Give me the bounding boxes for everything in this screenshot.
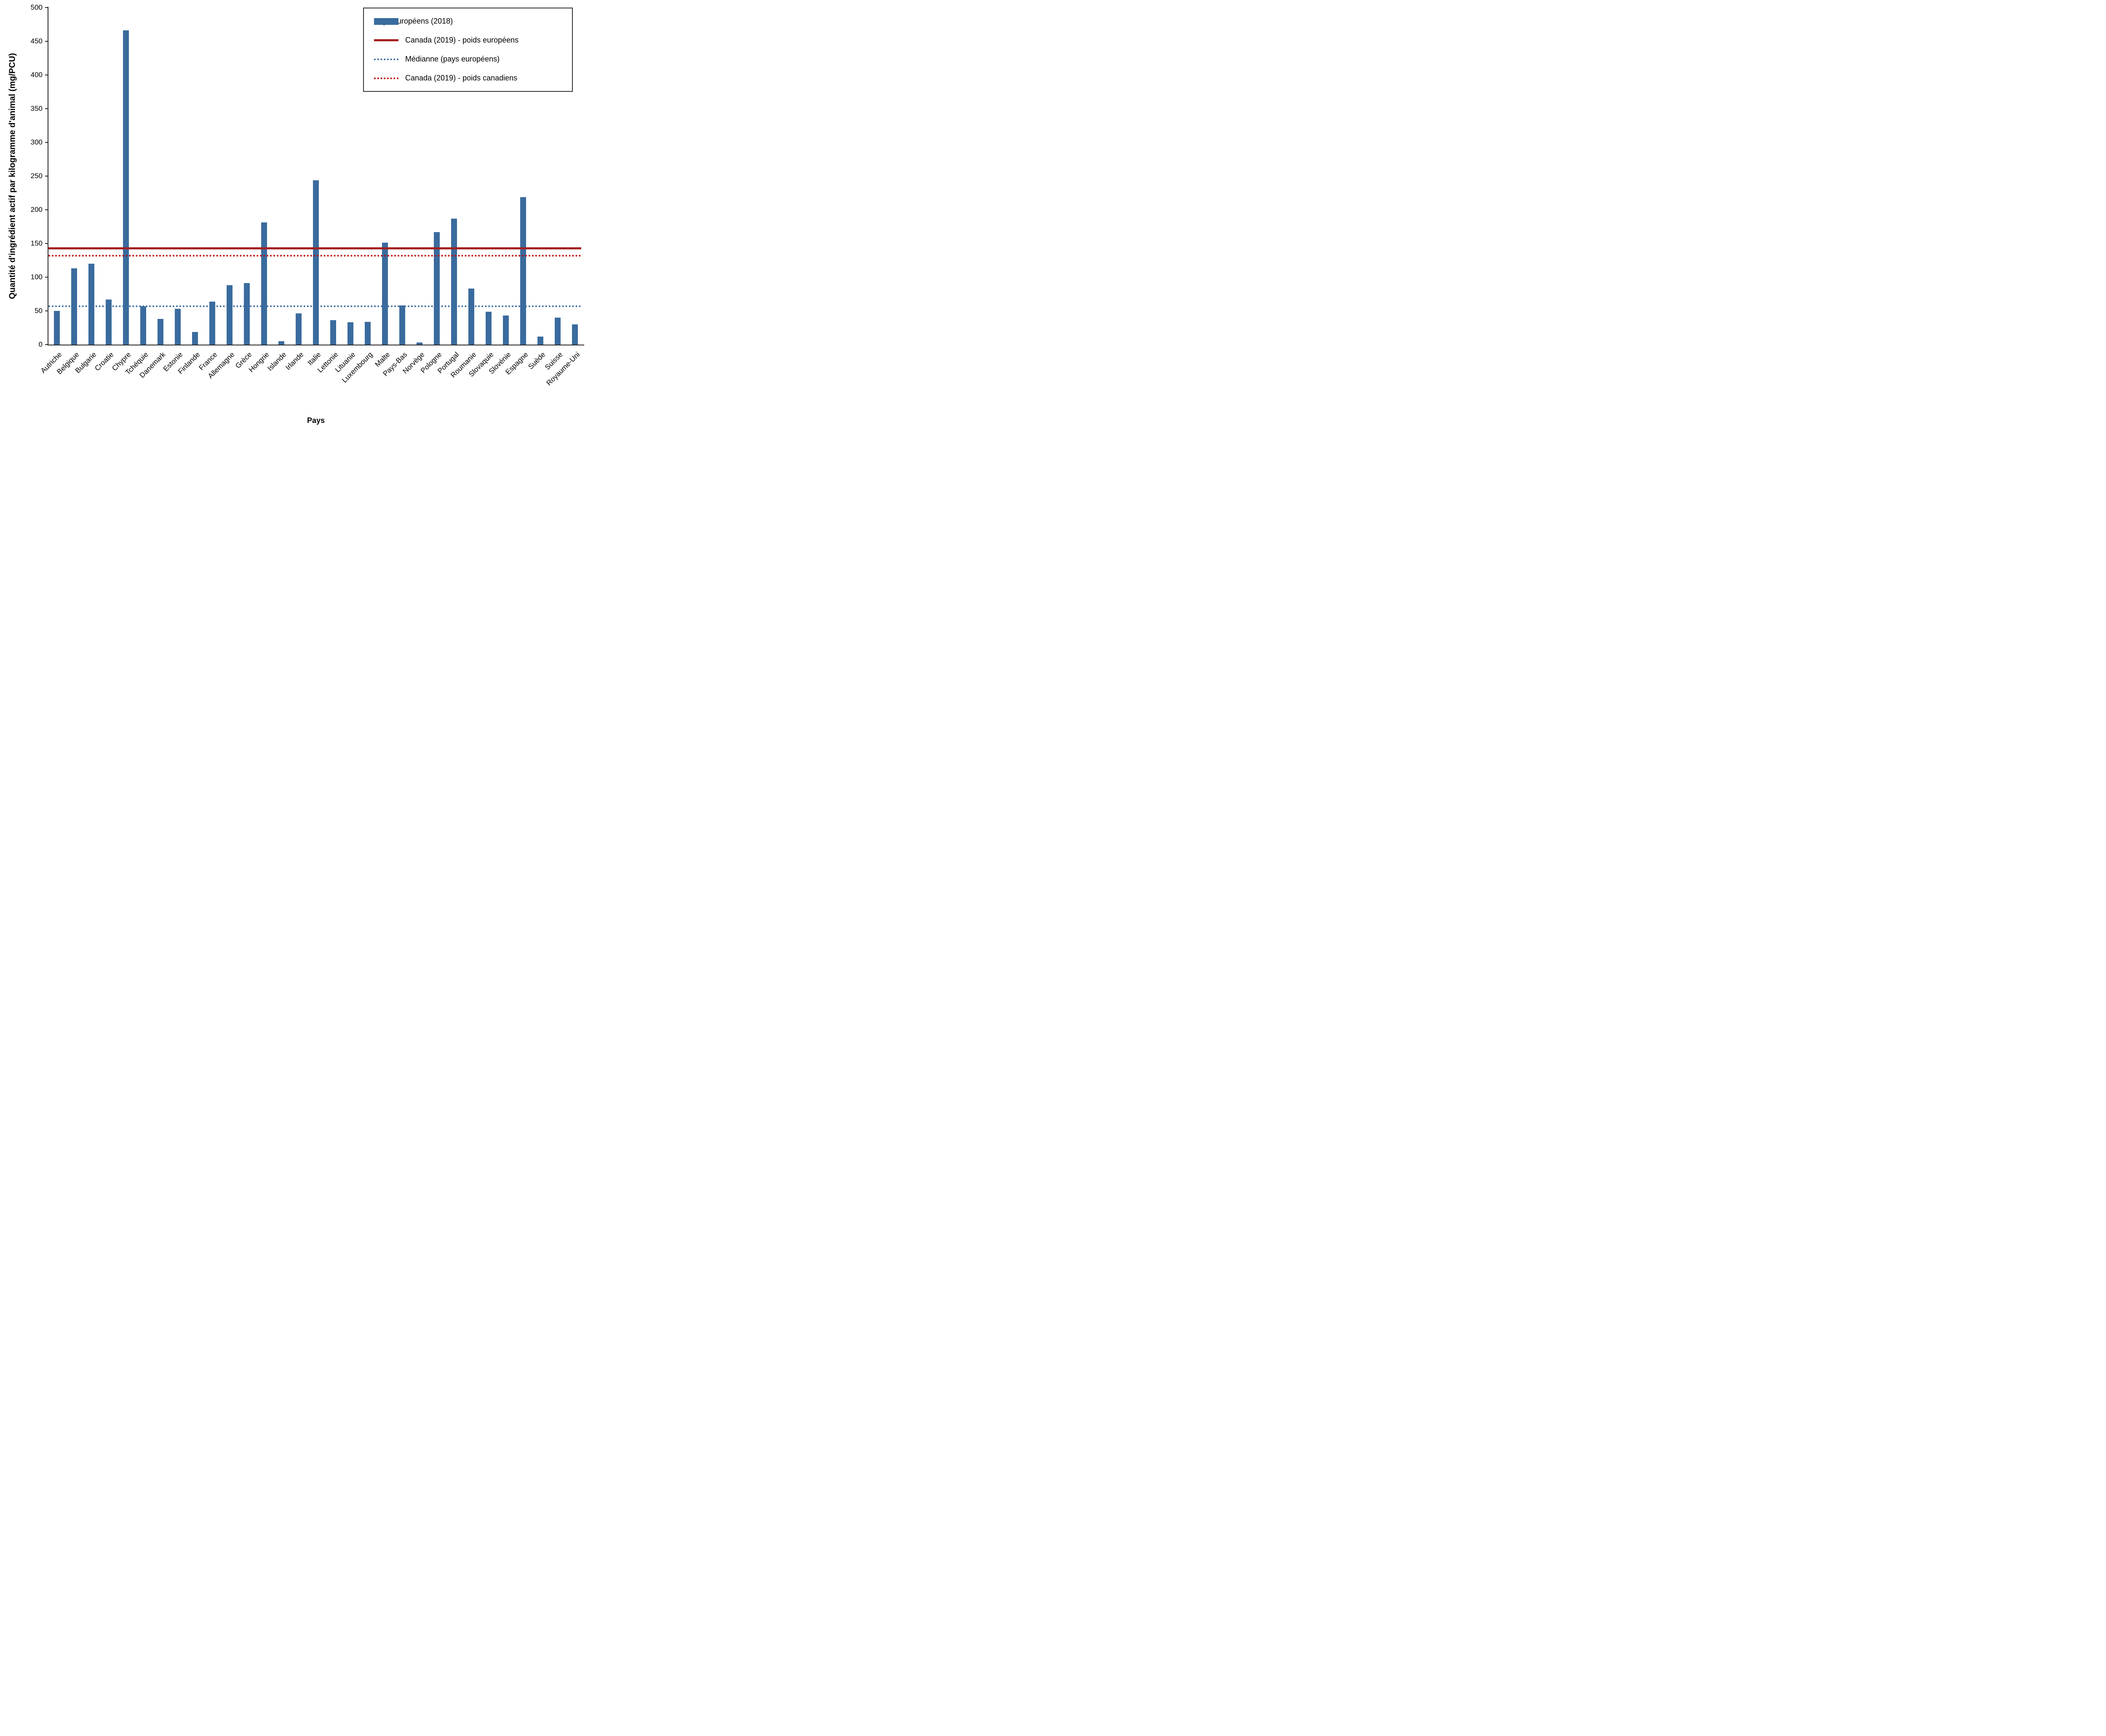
bar-Hongrie <box>261 222 267 345</box>
bar-Pologne <box>433 232 440 345</box>
y-tick-mark <box>45 41 48 42</box>
bar-Croatie <box>106 299 112 345</box>
bar-Pays-Bas <box>399 305 405 345</box>
bar-Islande <box>278 341 285 345</box>
bar-Finlande <box>192 332 198 345</box>
bar-Malte <box>382 243 388 345</box>
bar-Portugal <box>451 218 457 345</box>
bar-Slovénie <box>502 316 509 345</box>
bar-Slovaquie <box>485 311 492 345</box>
legend-item: Canada (2019) - poids canadiens <box>374 74 562 83</box>
y-tick-label: 450 <box>30 37 43 45</box>
legend-swatch-solid-line <box>374 39 398 41</box>
bar-Autriche <box>54 311 60 345</box>
legend-swatch-bar <box>374 18 398 25</box>
legend-item: Pays européens (2018) <box>374 17 562 26</box>
bar-Estonie <box>175 309 181 345</box>
y-tick-label: 100 <box>30 273 43 281</box>
bar-Suisse <box>554 318 561 345</box>
x-axis-title: Pays <box>307 416 325 425</box>
bar-Espagne <box>520 197 526 345</box>
bar-Lituanie <box>347 322 353 345</box>
legend-swatch-dotted-line <box>374 58 398 60</box>
legend-label: Canada (2019) - poids européens <box>405 36 519 44</box>
bar-Roumanie <box>468 289 474 345</box>
y-tick-label: 200 <box>30 206 43 214</box>
bar-Allemagne <box>227 285 233 345</box>
bar-Norvège <box>416 342 422 345</box>
reference-line-dotted <box>48 305 581 307</box>
bar-Lettonie <box>330 320 336 345</box>
legend-item: Médianne (pays européens) <box>374 55 562 64</box>
legend-swatch-dotted-line <box>374 77 398 79</box>
y-tick-label: 500 <box>30 3 43 11</box>
y-tick-mark <box>45 7 48 8</box>
y-tick-label: 300 <box>30 138 43 146</box>
y-tick-label: 0 <box>38 340 43 348</box>
legend-label: Médianne (pays européens) <box>405 55 500 63</box>
bar-France <box>209 301 216 345</box>
y-tick-mark <box>45 108 48 109</box>
reference-line-dotted <box>48 254 581 257</box>
bar-Chypre <box>123 30 129 345</box>
bar-Irlande <box>296 313 302 345</box>
bar-Bulgarie <box>88 264 95 345</box>
bar-Tchéquie <box>140 306 147 345</box>
y-tick-mark <box>45 243 48 244</box>
bar-Grèce <box>244 283 250 345</box>
y-tick-mark <box>45 142 48 143</box>
y-tick-mark <box>45 277 48 278</box>
bar-chart: Quantité d'ingrédient actif par kilogram… <box>0 0 598 434</box>
bar-Suède <box>537 336 543 345</box>
y-tick-label: 150 <box>30 239 43 247</box>
legend-item: Canada (2019) - poids européens <box>374 36 562 45</box>
y-tick-mark <box>45 209 48 210</box>
y-tick-mark <box>45 310 48 311</box>
bar-Italie <box>313 180 319 345</box>
y-tick-label: 400 <box>30 71 43 79</box>
y-tick-label: 250 <box>30 172 43 180</box>
legend: Pays européens (2018) Canada (2019) - poi… <box>363 8 573 92</box>
y-tick-label: 350 <box>30 104 43 112</box>
legend-label: Canada (2019) - poids canadiens <box>405 74 518 82</box>
y-tick-mark <box>45 176 48 177</box>
bar-Royaume-Uni <box>572 324 578 345</box>
y-tick-label: 50 <box>35 307 43 315</box>
y-tick-mark <box>45 344 48 345</box>
reference-line-solid <box>48 247 581 249</box>
bar-Luxembourg <box>364 321 371 345</box>
bar-Danemark <box>158 319 164 345</box>
